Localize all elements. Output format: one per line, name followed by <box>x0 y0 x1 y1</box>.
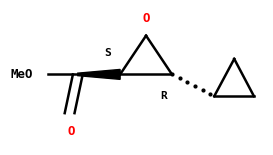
Polygon shape <box>78 69 120 79</box>
Text: O: O <box>142 12 150 25</box>
Text: MeO: MeO <box>11 68 33 81</box>
Text: O: O <box>67 125 75 138</box>
Text: S: S <box>105 48 111 58</box>
Text: R: R <box>161 91 167 101</box>
